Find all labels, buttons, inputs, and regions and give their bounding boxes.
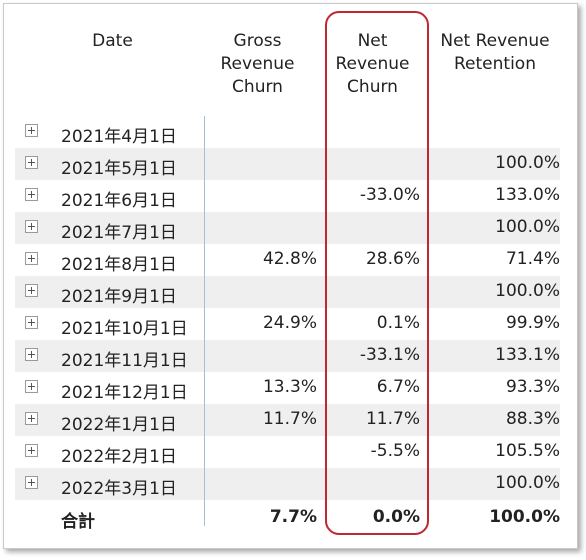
table-row[interactable]: 2021年12月1日 13.3% 6.7% 93.3% xyxy=(15,372,560,404)
net-revenue-retention-cell: 71.4% xyxy=(505,249,560,269)
total-gross-revenue-churn: 7.7% xyxy=(269,507,317,527)
highlight-box xyxy=(325,11,429,535)
net-revenue-churn-cell: -33.1% xyxy=(359,345,420,365)
total-label: 合計 xyxy=(61,512,95,532)
row-date: 2021年6月1日 xyxy=(61,191,177,211)
expand-icon[interactable] xyxy=(25,156,38,169)
header-line: Net Revenue xyxy=(440,31,550,51)
total-net-revenue-retention: 100.0% xyxy=(489,507,560,527)
header-net-revenue-churn[interactable]: Net Revenue Churn xyxy=(325,30,420,99)
gross-revenue-churn-cell: 11.7% xyxy=(262,409,317,429)
expand-icon[interactable] xyxy=(25,252,38,265)
net-revenue-churn-cell: 0.1% xyxy=(376,313,420,333)
gross-revenue-churn-cell: 13.3% xyxy=(262,377,317,397)
row-date: 2022年2月1日 xyxy=(61,447,177,467)
row-date: 2021年7月1日 xyxy=(61,223,177,243)
table-row[interactable]: 2021年11月1日 -33.1% 133.1% xyxy=(15,340,560,372)
gross-revenue-churn-cell: 24.9% xyxy=(262,313,317,333)
header-line: Net xyxy=(357,31,388,51)
row-date: 2021年12月1日 xyxy=(61,383,188,403)
net-revenue-retention-cell: 93.3% xyxy=(505,377,560,397)
net-revenue-churn-cell: 28.6% xyxy=(365,249,420,269)
table-row[interactable]: 2021年9月1日 100.0% xyxy=(15,276,560,308)
table-row[interactable]: 2022年1月1日 11.7% 11.7% 88.3% xyxy=(15,404,560,436)
header-line: Retention xyxy=(454,54,536,74)
net-revenue-retention-cell: 100.0% xyxy=(495,281,560,301)
net-revenue-retention-cell: 133.1% xyxy=(495,345,560,365)
table-row[interactable]: 2021年6月1日 -33.0% 133.0% xyxy=(15,180,560,212)
table-row[interactable]: 2021年7月1日 100.0% xyxy=(15,212,560,244)
row-date: 2021年4月1日 xyxy=(61,127,177,147)
row-date: 2021年8月1日 xyxy=(61,255,177,275)
header-line: Revenue xyxy=(220,54,295,74)
net-revenue-retention-cell: 99.9% xyxy=(505,313,560,333)
table-row[interactable]: 2021年8月1日 42.8% 28.6% 71.4% xyxy=(15,244,560,276)
expand-icon[interactable] xyxy=(25,124,38,137)
expand-icon[interactable] xyxy=(25,284,38,297)
expand-icon[interactable] xyxy=(25,476,38,489)
table-row[interactable]: 2021年5月1日 100.0% xyxy=(15,148,560,180)
net-revenue-retention-cell: 100.0% xyxy=(495,473,560,493)
row-date: 2021年5月1日 xyxy=(61,159,177,179)
expand-icon[interactable] xyxy=(25,348,38,361)
net-revenue-retention-cell: 133.0% xyxy=(495,185,560,205)
net-revenue-churn-cell: -5.5% xyxy=(370,441,420,461)
expand-icon[interactable] xyxy=(25,188,38,201)
total-row: 合計 7.7% 0.0% 100.0% xyxy=(15,501,560,533)
net-revenue-retention-cell: 100.0% xyxy=(495,217,560,237)
header-date[interactable]: Date xyxy=(75,30,150,53)
header-line: Gross xyxy=(233,31,282,51)
table-row[interactable]: 2021年10月1日 24.9% 0.1% 99.9% xyxy=(15,308,560,340)
row-date: 2022年3月1日 xyxy=(61,479,177,499)
net-revenue-retention-cell: 105.5% xyxy=(495,441,560,461)
row-date: 2021年11月1日 xyxy=(61,351,188,371)
header-line: Churn xyxy=(347,77,398,97)
net-revenue-retention-cell: 100.0% xyxy=(495,153,560,173)
row-date: 2021年10月1日 xyxy=(61,319,188,339)
table-row[interactable]: 2022年2月1日 -5.5% 105.5% xyxy=(15,436,560,468)
expand-icon[interactable] xyxy=(25,444,38,457)
net-revenue-churn-cell: 11.7% xyxy=(365,409,420,429)
table-row[interactable]: 2022年3月1日 100.0% xyxy=(15,468,560,500)
header-gross-revenue-churn[interactable]: Gross Revenue Churn xyxy=(210,30,305,99)
expand-icon[interactable] xyxy=(25,316,38,329)
row-header-divider xyxy=(204,116,205,526)
net-revenue-retention-cell: 88.3% xyxy=(505,409,560,429)
total-net-revenue-churn: 0.0% xyxy=(372,507,420,527)
gross-revenue-churn-cell: 42.8% xyxy=(262,249,317,269)
row-date: 2022年1月1日 xyxy=(61,415,177,435)
expand-icon[interactable] xyxy=(25,220,38,233)
expand-icon[interactable] xyxy=(25,412,38,425)
net-revenue-churn-cell: 6.7% xyxy=(376,377,420,397)
header-line: Revenue xyxy=(335,54,410,74)
header-line: Churn xyxy=(232,77,283,97)
row-date: 2021年9月1日 xyxy=(61,287,177,307)
header-net-revenue-retention[interactable]: Net Revenue Retention xyxy=(430,30,560,76)
header-date-label: Date xyxy=(92,31,133,51)
net-revenue-churn-cell: -33.0% xyxy=(359,185,420,205)
expand-icon[interactable] xyxy=(25,380,38,393)
table-row[interactable]: 2021年4月1日 xyxy=(15,116,560,148)
